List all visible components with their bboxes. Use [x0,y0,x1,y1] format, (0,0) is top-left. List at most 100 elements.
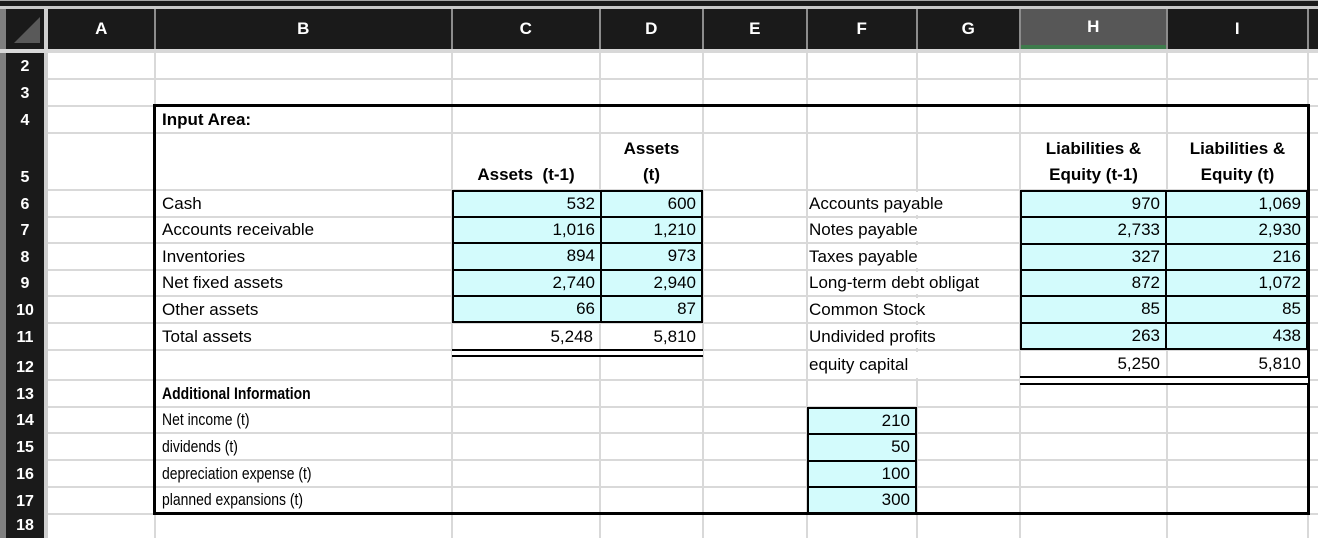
liabilities-t-header-line2: Equity (t) [1200,165,1275,184]
row-header-7[interactable]: 7 [20,222,30,239]
cell-other-assets-t1[interactable]: 66 [454,296,600,321]
cell-net-fixed-assets-t[interactable]: 2,940 [602,270,701,295]
cell-other-assets-label[interactable]: Other assets [162,299,259,319]
cell-common-stock-label[interactable]: Common Stock [809,298,1019,321]
gridline-horizontal [48,406,1318,408]
row-header-12[interactable]: 12 [16,359,34,376]
cell-inventories-t1[interactable]: 894 [454,244,600,269]
cell-depreciation-label[interactable]: depreciation expense (t) [162,460,452,487]
dividends-text: dividends (t) [162,436,238,456]
header-separator [806,9,808,49]
cell-cash-t1[interactable]: 532 [454,192,600,217]
cell-accounts-receivable-t1[interactable]: 1,016 [454,218,600,243]
additional-information-text: Additional Information [162,383,311,403]
cell-taxes-payable-t1[interactable]: 327 [1022,244,1165,269]
left-edge-strip [0,9,6,538]
cell-total-assets-t1[interactable]: 5,248 [550,326,593,346]
cell-accounts-receivable-t[interactable]: 1,210 [602,218,701,243]
cell-accounts-payable-t1[interactable]: 970 [1022,192,1165,217]
cell-accounts-receivable-label[interactable]: Accounts receivable [162,220,315,239]
input-area-title[interactable]: Input Area: [162,109,252,129]
row-header-9[interactable]: 9 [20,275,30,292]
cell-common-stock-t[interactable]: 85 [1167,297,1306,322]
liabilities-input-block: 970 1,069 2,733 2,930 327 216 872 1,072 … [1020,190,1308,350]
cell-equity-capital-label[interactable]: equity capital [809,352,1019,378]
gridline-horizontal [48,322,1318,324]
cell-undivided-profits-t[interactable]: 438 [1167,323,1306,348]
cell-equity-capital-t1[interactable]: 5,250 [1117,354,1160,373]
cell-common-stock-t1[interactable]: 85 [1022,297,1165,322]
cell-total-assets-label[interactable]: Total assets [162,326,252,346]
row-header-15[interactable]: 15 [16,439,34,456]
column-header-b[interactable]: B [297,19,310,38]
row-header-17[interactable]: 17 [16,493,34,510]
header-separator [1019,9,1021,49]
cell-longterm-debt-t1[interactable]: 872 [1022,271,1165,296]
row-header-2[interactable]: 2 [20,58,30,75]
cell-other-assets-t[interactable]: 87 [602,296,701,321]
row-header-14[interactable]: 14 [16,412,34,429]
cell-net-income-value[interactable]: 210 [809,409,915,434]
gridline-horizontal [48,486,1318,488]
liabilities-t-header[interactable]: Liabilities & Equity (t) [1167,133,1308,190]
cell-planned-expansions-label[interactable]: planned expansions (t) [162,487,452,513]
cell-inventories-label[interactable]: Inventories [162,246,246,266]
column-header-a[interactable]: A [95,19,108,38]
header-separator [154,9,156,49]
cell-planned-expansions-value[interactable]: 300 [809,487,915,512]
assets-t1-header[interactable]: Assets (t-1) [477,165,575,184]
cell-notes-payable-t[interactable]: 2,930 [1167,218,1306,243]
total-assets-double-underline [452,349,703,357]
depreciation-text: depreciation expense (t) [162,463,312,483]
cell-taxes-payable-t[interactable]: 216 [1167,244,1306,269]
column-header-c[interactable]: C [519,19,533,38]
cell-notes-payable-label[interactable]: Notes payable [809,219,1019,241]
cell-net-fixed-assets-label[interactable]: Net fixed assets [162,273,283,292]
row-header-5[interactable]: 5 [20,169,30,186]
cell-dividends-value[interactable]: 50 [809,435,915,460]
row-header-3[interactable]: 3 [20,85,30,102]
cell-longterm-debt-t[interactable]: 1,072 [1167,271,1306,296]
cell-dividends-label[interactable]: dividends (t) [162,433,452,460]
column-header-g[interactable]: G [961,19,976,38]
row-header-10[interactable]: 10 [16,302,34,319]
row-header-18[interactable]: 18 [16,517,34,534]
cell-cash-label[interactable]: Cash [162,193,202,213]
row-header-8[interactable]: 8 [20,249,30,266]
cell-accounts-payable-label[interactable]: Accounts payable [809,192,1019,215]
gridline-horizontal [48,459,1318,461]
column-header-d[interactable]: D [645,19,658,38]
cell-undivided-profits-label[interactable]: Undivided profits [809,325,1019,348]
cell-net-fixed-assets-t1[interactable]: 2,740 [454,270,600,295]
header-separator [1166,9,1168,49]
column-header-e[interactable]: E [749,19,761,38]
column-header-h-selected[interactable]: H [1020,9,1167,49]
header-separator [451,9,453,49]
cell-net-income-label[interactable]: Net income (t) [162,407,452,433]
row-header-4[interactable]: 4 [20,112,30,129]
cell-equity-capital-t[interactable]: 5,810 [1258,354,1301,373]
cell-undivided-profits-t1[interactable]: 263 [1022,323,1165,348]
gridline-horizontal [48,379,1318,381]
cell-accounts-payable-t[interactable]: 1,069 [1167,192,1306,217]
row-header-11[interactable]: 11 [16,329,34,346]
column-header-f[interactable]: F [856,19,868,38]
cell-longterm-debt-label[interactable]: Long-term debt obligat [809,272,1019,294]
header-separator [702,9,704,49]
assets-t-header-line1: Assets [623,139,680,158]
cell-total-assets-t[interactable]: 5,810 [653,326,696,346]
row-header-6[interactable]: 6 [20,196,30,213]
row-header-13[interactable]: 13 [16,386,34,403]
liabilities-t1-header[interactable]: Liabilities & Equity (t-1) [1020,133,1167,190]
assets-t-header[interactable]: Assets (t) [600,133,703,190]
additional-information-title[interactable]: Additional Information [162,380,452,407]
cell-notes-payable-t1[interactable]: 2,733 [1022,218,1165,243]
column-header-i[interactable]: I [1234,19,1241,38]
liabilities-t1-header-line2: Equity (t-1) [1049,165,1138,184]
cell-depreciation-value[interactable]: 100 [809,461,915,486]
row-header-16[interactable]: 16 [16,466,34,483]
cell-taxes-payable-label[interactable]: Taxes payable [809,245,1019,268]
cell-inventories-t[interactable]: 973 [602,244,701,269]
gridline-horizontal [48,432,1318,434]
cell-cash-t[interactable]: 600 [602,192,701,217]
